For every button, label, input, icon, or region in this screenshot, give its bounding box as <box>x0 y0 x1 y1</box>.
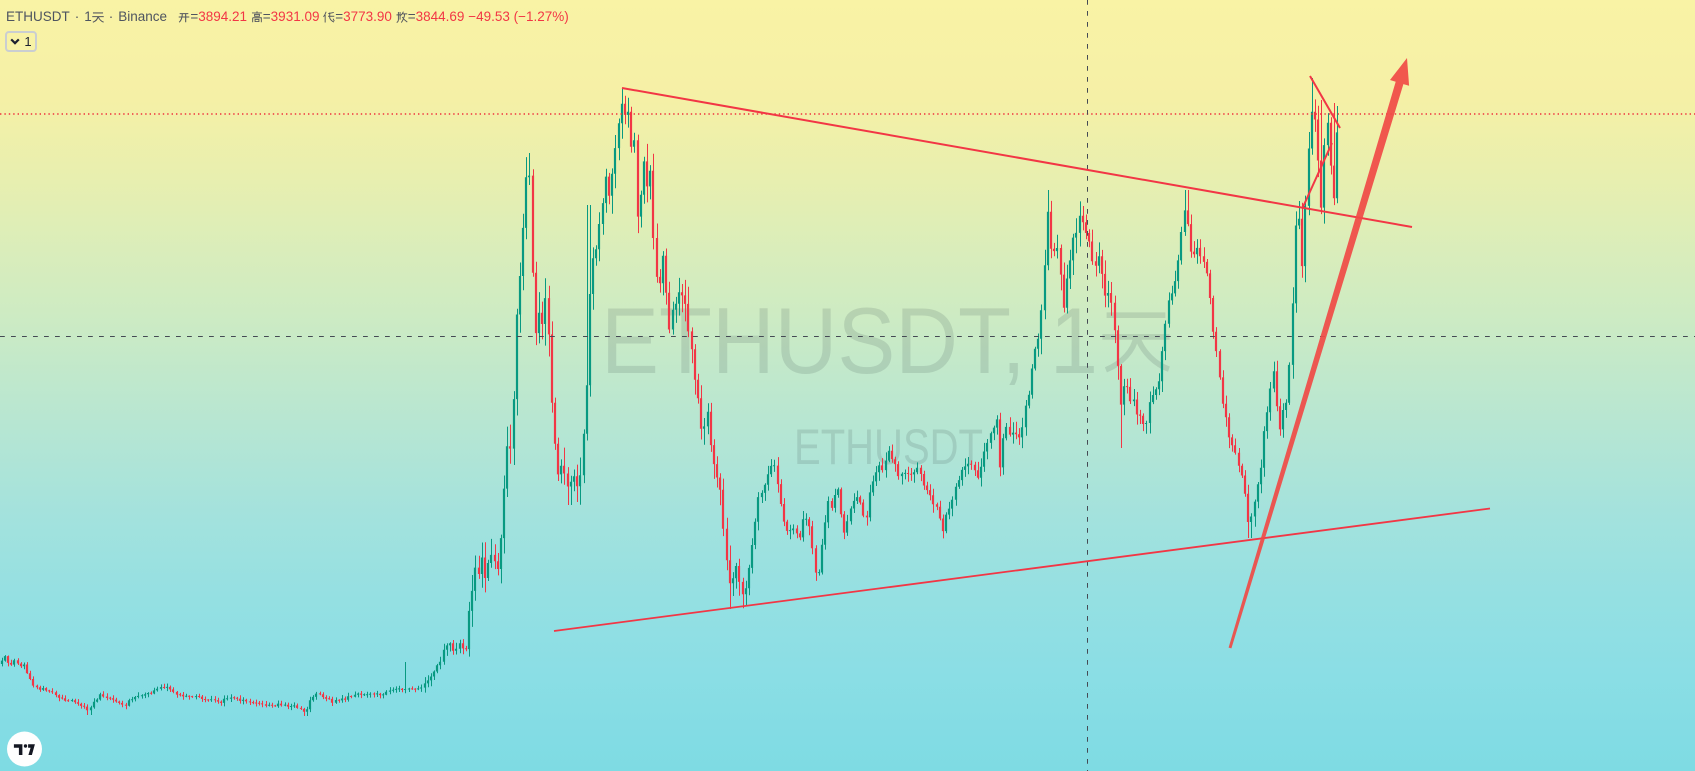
svg-text:ETHUSDT: ETHUSDT <box>794 419 983 475</box>
svg-text:ETHUSDT, 1: ETHUSDT, 1 <box>601 288 1098 393</box>
